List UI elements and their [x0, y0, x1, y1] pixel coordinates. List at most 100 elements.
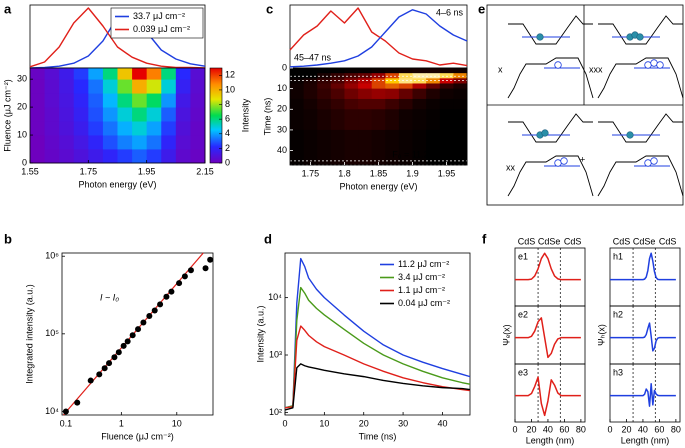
heatmap-cell: [44, 149, 60, 164]
heatmap-cell: [330, 73, 345, 79]
heatmap-cell: [412, 68, 427, 74]
electron: [626, 131, 634, 139]
point: [163, 293, 170, 300]
heatmap-cell: [117, 93, 133, 108]
heatmap-cell: [303, 83, 318, 90]
heatmap-cell: [330, 129, 345, 166]
heatmap-cell: [175, 149, 191, 164]
heatmap-cell: [303, 88, 318, 100]
diagram-label: +: [580, 154, 585, 164]
conduction-band: [598, 113, 683, 143]
heatmap-cell: [30, 93, 45, 108]
heatmap-cell: [385, 68, 400, 74]
y-tick-label: 30: [17, 74, 27, 84]
heatmap-cell: [317, 83, 332, 90]
heatmap-cell: [73, 79, 89, 94]
heatmap-cell: [439, 78, 454, 84]
x-tick-label: 1.75: [80, 166, 98, 176]
point: [187, 267, 194, 274]
heatmap-cell: [358, 73, 373, 79]
heatmap-cell: [73, 93, 89, 108]
conduction-band: [508, 15, 593, 45]
heatmap-cell: [59, 149, 75, 164]
panel-letter: b: [4, 231, 12, 246]
heatmap-cell: [426, 73, 441, 79]
heatmap-cell: [88, 93, 104, 108]
valence-band: [597, 155, 684, 197]
heatmap-cell: [117, 68, 133, 80]
y-axis-label: Ψₑ(x): [501, 324, 511, 345]
colorbar-tick-label: 12: [225, 70, 235, 80]
heatmap-cell: [44, 121, 60, 136]
heatmap-cell: [317, 98, 332, 110]
y-tick-label: 10²: [269, 407, 282, 417]
y-tick-label: 20: [17, 101, 27, 111]
panel-letter: a: [4, 1, 12, 16]
legend-label: 33.7 μJ cm⁻²: [133, 11, 185, 21]
heatmap-cell: [426, 78, 441, 84]
heatmap-cell: [132, 68, 148, 80]
point: [181, 273, 188, 280]
valence-band: [507, 57, 594, 99]
panel-letter: f: [482, 231, 487, 246]
heatmap-cell: [117, 79, 133, 94]
y-tick-label: 0: [22, 157, 27, 167]
heatmap-cell: [290, 88, 305, 100]
series-line: [284, 286, 471, 409]
x-tick-label: 1: [119, 418, 124, 428]
heatmap-cell: [303, 98, 318, 110]
heatmap-cell: [44, 79, 60, 94]
heatmap-cell: [175, 121, 191, 136]
heatmap-cell: [190, 93, 206, 108]
heatmap-cell: [59, 68, 75, 80]
heatmap-cell: [439, 68, 454, 74]
electron: [636, 33, 644, 41]
wavefunction-line: [610, 322, 676, 352]
heatmap-cell: [290, 78, 305, 84]
panel-letter: e: [478, 1, 485, 16]
heatmap-cell: [303, 129, 318, 166]
heatmap-cell: [317, 88, 332, 100]
panel-letter: c: [266, 1, 273, 16]
heatmap-cell: [132, 93, 148, 108]
heatmap-cell: [344, 88, 359, 100]
heatmap-cell: [161, 68, 177, 80]
y-axis-label: Intensity (a.u.): [255, 305, 265, 362]
heatmap-cell: [371, 88, 386, 100]
heatmap-cell: [317, 129, 332, 166]
region-label: CdS: [613, 236, 631, 246]
heatmap-cell: [290, 98, 305, 110]
subplot-label: e2: [518, 309, 528, 319]
legend-label: 1.1 μJ cm⁻²: [398, 285, 445, 295]
heatmap-cell: [88, 68, 104, 80]
heatmap-cell: [59, 135, 75, 150]
heatmap-cell: [44, 107, 60, 122]
heatmap-cell: [426, 88, 441, 100]
heatmap-cell: [317, 109, 332, 131]
heatmap-cell: [344, 68, 359, 74]
heatmap-cell: [146, 68, 162, 80]
y-tick-label: 10⁴: [268, 292, 282, 302]
heatmap-cell: [303, 109, 318, 131]
heatmap-cell: [44, 93, 60, 108]
x-axis-label: Length (nm): [526, 435, 575, 445]
x-axis-label: Photon energy (eV): [78, 179, 156, 189]
electron: [541, 129, 549, 137]
subplot-label: h1: [613, 251, 623, 261]
region-label: CdSe: [538, 236, 561, 246]
heatmap-cell: [30, 68, 45, 80]
point: [96, 371, 103, 378]
heatmap-cell: [102, 149, 118, 164]
point: [106, 360, 113, 367]
diagram-label: xx: [506, 162, 516, 172]
heatmap-cell: [175, 135, 191, 150]
heatmap-cell: [175, 79, 191, 94]
x-tick-label: 60: [559, 424, 569, 434]
heatmap-cell: [190, 121, 206, 136]
heatmap-cell: [426, 129, 441, 166]
heatmap-cell: [161, 149, 177, 164]
legend-label: 0.039 μJ cm⁻²: [133, 24, 190, 34]
heatmap-cell: [398, 78, 413, 84]
heatmap-cell: [290, 83, 305, 90]
